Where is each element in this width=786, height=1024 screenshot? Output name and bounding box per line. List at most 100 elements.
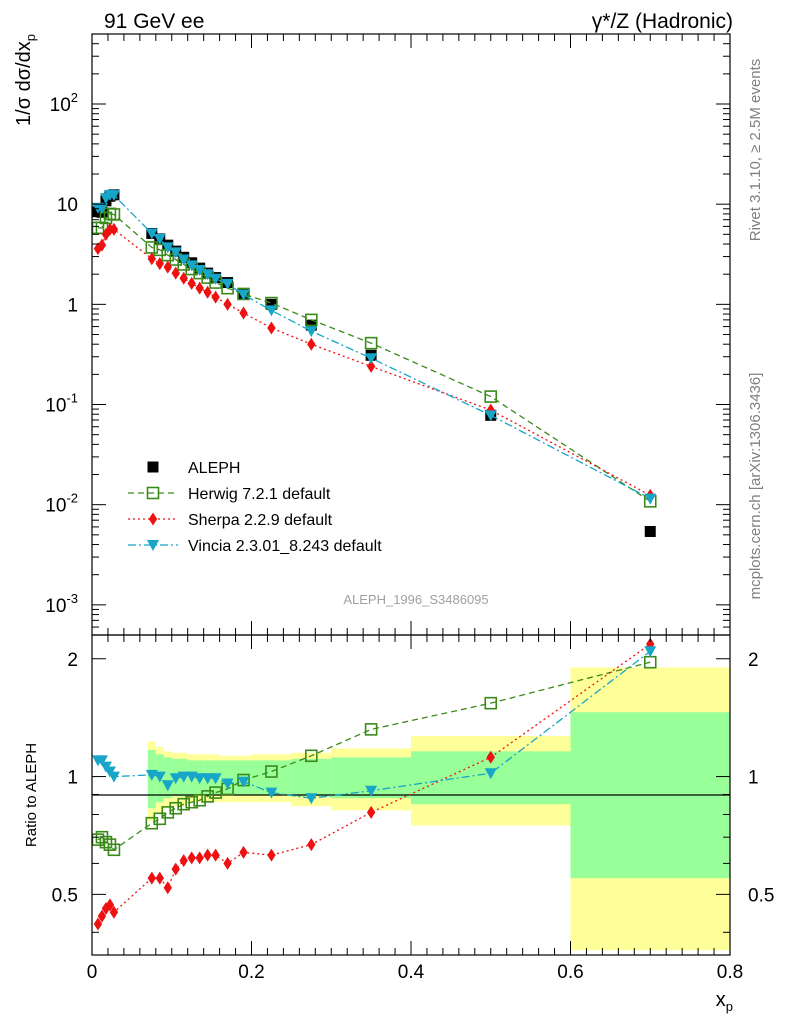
main-series-point (265, 298, 277, 310)
ratio-series-point (209, 773, 222, 785)
ratio-y-tick-label-right: 0.5 (748, 885, 774, 906)
axes: 10-3 10-2 10-1 1 10 102 0.5 0.5 1 1 2 2 0 0.2 0.4 0.6 0.… (45, 33, 774, 983)
ratio-series-point (169, 801, 183, 815)
ratio-series-point (99, 835, 113, 849)
ratio-series-point (305, 749, 318, 763)
main-y-tick-label: 102 (50, 90, 78, 116)
main-series-point (107, 208, 121, 221)
main-series-point (195, 281, 204, 295)
main-series-point (155, 257, 164, 271)
ratio-series-point (237, 776, 250, 788)
main-panel-series (91, 189, 657, 537)
main-series-point (237, 289, 250, 301)
legend-label: Vincia 2.3.01_8.243 default (188, 538, 382, 555)
legend-marker (146, 486, 160, 500)
ratio-series-point (107, 771, 120, 783)
ratio-band-inner (219, 760, 236, 795)
ratio-series-2 (91, 646, 657, 805)
main-series-point (305, 326, 318, 338)
legend-label: Herwig 7.2.1 default (188, 486, 331, 503)
ratio-series-point (209, 786, 222, 799)
x-tick-label: 0.8 (717, 962, 743, 983)
x-tick-label: 0.6 (557, 962, 583, 983)
ratio-y-tick-label-left: 2 (67, 650, 78, 671)
ratio-series-point (109, 905, 119, 919)
main-series-point (109, 222, 119, 236)
main-series-point (211, 290, 220, 304)
ratio-series-point (195, 851, 204, 865)
legend-marker (147, 461, 159, 473)
ratio-series-point (155, 871, 164, 885)
ratio-series-point (169, 773, 182, 785)
ratio-y-tick-label-right: 2 (748, 650, 759, 671)
ratio-series-point (93, 917, 103, 931)
ratio-series-point (179, 854, 188, 868)
ratio-y-tick-label-left: 1 (67, 768, 78, 789)
ratio-series-point (163, 881, 172, 895)
ratio-series-point (201, 790, 214, 803)
main-series-point (239, 306, 248, 320)
ratio-series-point (145, 816, 159, 830)
ratio-series-point (305, 793, 318, 805)
ratio-series-point (307, 838, 316, 852)
main-series-point (153, 233, 166, 245)
ratio-series-point (161, 780, 174, 792)
x-tick-label: 0.2 (238, 962, 264, 983)
legend-marker (148, 512, 158, 526)
x-tick-label: 0.4 (398, 962, 425, 983)
main-y-axis-label: 1/σ dσ/dxp (13, 34, 38, 126)
ratio-series-point (105, 898, 115, 912)
main-series-point (366, 359, 376, 373)
main-series-point (185, 260, 198, 272)
ratio-series-point (171, 862, 180, 876)
ratio-series-point (97, 909, 107, 923)
main-series-point (177, 254, 190, 266)
ratio-series-point (147, 871, 157, 885)
ratio-series-point (201, 773, 214, 785)
main-series-point (201, 269, 214, 281)
ratio-series-point (193, 793, 206, 807)
ratio-series-point (265, 787, 278, 799)
main-series-point (644, 493, 657, 505)
ratio-series-point (161, 806, 175, 819)
ratio-series-1 (93, 637, 655, 931)
main-series-point (169, 247, 182, 259)
ratio-series-point (643, 655, 657, 669)
main-series-point (93, 242, 103, 256)
rivet-label: Rivet 3.1.10, ≥ 2.5M events (747, 59, 764, 242)
main-y-tick-label: 10 (57, 195, 78, 216)
legend: ALEPH Herwig 7.2.1 default Sherpa 2.2.9 de… (128, 460, 382, 555)
ratio-series-line (97, 661, 651, 851)
ratio-y-tick-label-right: 1 (748, 768, 759, 789)
ratio-series-point (366, 805, 376, 819)
main-panel-bands (97, 193, 651, 534)
x-axis-label: xp (716, 989, 733, 1014)
ratio-series-point (187, 851, 196, 865)
ratio-panel-series (91, 637, 657, 931)
ratio-y-axis-label: Ratio to ALEPH (23, 743, 40, 847)
header-left: 91 GeV ee (104, 10, 204, 33)
main-series-point (267, 321, 276, 335)
main-series-0 (92, 189, 656, 537)
ratio-series-point (177, 771, 190, 783)
ratio-series-point (644, 646, 657, 658)
main-series-point (163, 260, 172, 274)
header-right: γ*/Z (Hadronic) (592, 10, 733, 33)
watermark: ALEPH_1996_S3486095 (343, 592, 488, 607)
ratio-series-point (193, 773, 206, 785)
mcplots-label: mcplots.cern.ch [arXiv:1306.3436] (747, 373, 764, 600)
ratio-series-point (364, 723, 378, 736)
main-series-2 (93, 222, 655, 502)
ratio-series-point (484, 696, 498, 710)
main-series-point (187, 276, 196, 290)
ratio-series-point (365, 785, 378, 797)
main-series-point (484, 410, 497, 422)
main-series-point (95, 203, 108, 215)
main-series-point (193, 265, 206, 277)
main-series-point (364, 336, 378, 350)
main-series-point (147, 252, 157, 266)
main-series-point (265, 305, 278, 317)
ratio-series-point (211, 848, 220, 862)
main-series-point (484, 390, 498, 403)
